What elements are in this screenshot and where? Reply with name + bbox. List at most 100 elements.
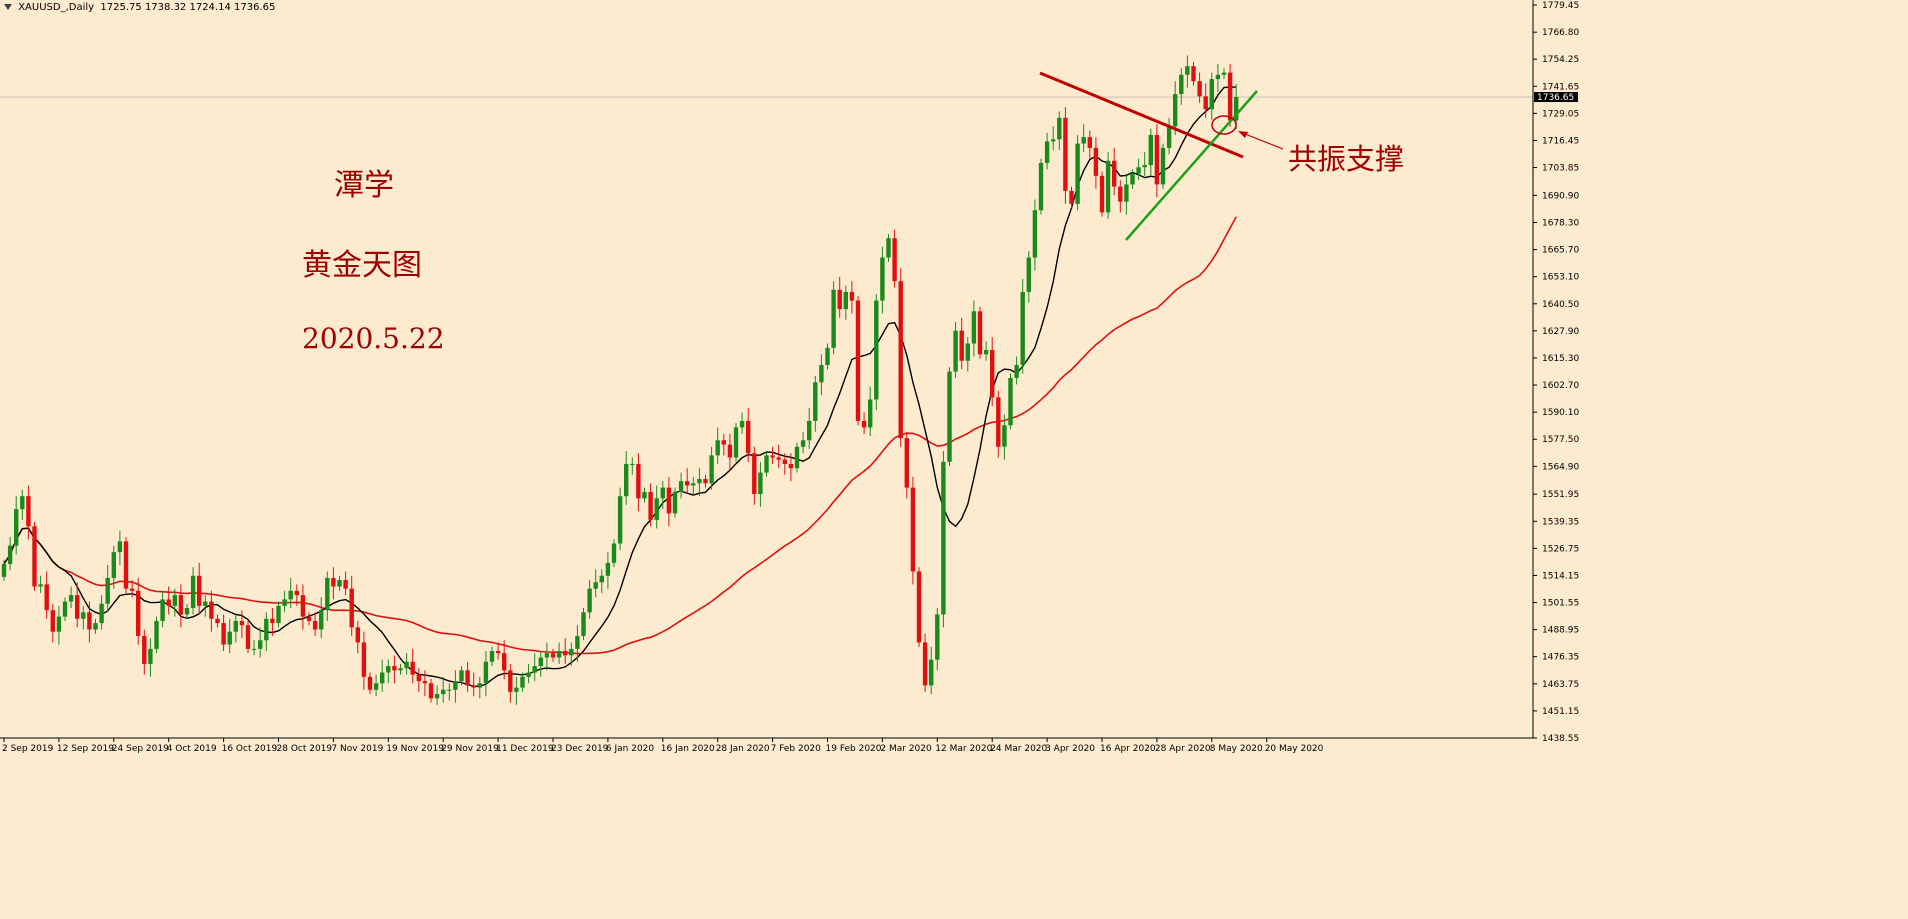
x-tick-label: 29 Nov 2019 (441, 744, 499, 754)
candle (514, 676, 519, 705)
candle (111, 545, 116, 589)
candle (1142, 152, 1147, 176)
candle (483, 651, 489, 697)
candle (520, 672, 525, 692)
callout-arrow (1239, 131, 1284, 150)
x-tick-label: 20 May 2020 (1265, 744, 1324, 754)
candle (843, 285, 848, 320)
x-tick-label: 7 Nov 2019 (331, 744, 383, 754)
candle (343, 571, 348, 596)
candle (62, 597, 68, 621)
y-tick-label: 1514.15 (1542, 571, 1579, 581)
candle (953, 322, 958, 378)
candle (1221, 68, 1227, 80)
candle (1038, 158, 1044, 215)
candle (550, 648, 556, 662)
candle (319, 597, 324, 639)
candle (556, 642, 562, 664)
y-tick-label: 1488.95 (1542, 626, 1579, 636)
candle (502, 640, 507, 679)
candle (746, 408, 751, 462)
candle (703, 474, 708, 488)
candle (630, 457, 635, 475)
y-tick-label: 1665.70 (1542, 246, 1579, 256)
chart-ohlc: 1725.75 1738.32 1724.14 1736.65 (100, 2, 276, 13)
candle (855, 296, 861, 426)
candle (526, 663, 531, 684)
candle (105, 565, 110, 613)
candle (81, 605, 86, 630)
candle (422, 670, 428, 697)
candle (861, 412, 867, 434)
candle (404, 653, 409, 675)
y-tick-label: 1640.50 (1542, 300, 1579, 310)
y-tick-label: 1602.70 (1542, 381, 1579, 391)
candle (770, 446, 775, 464)
candle (1075, 134, 1080, 211)
candle (922, 633, 928, 692)
author-label: 潭学 (334, 168, 394, 203)
candle (831, 281, 836, 355)
current-price-label: 1736.65 (1537, 93, 1574, 103)
candle (605, 552, 611, 589)
candle (44, 571, 49, 619)
y-tick-label: 1539.35 (1542, 517, 1579, 527)
x-tick-label: 2 Sep 2019 (2, 744, 54, 754)
support-circle (1211, 115, 1237, 135)
candle (782, 453, 787, 475)
x-tick-label: 24 Mar 2020 (990, 744, 1047, 754)
candle (1093, 137, 1099, 189)
candle (868, 386, 873, 437)
candle (325, 571, 330, 621)
candle (1020, 279, 1025, 374)
x-tick-label: 12 Mar 2020 (935, 744, 992, 754)
candle (489, 646, 495, 667)
candle (874, 294, 879, 411)
y-tick-label: 1690.90 (1542, 191, 1579, 201)
candle (117, 530, 123, 566)
chart-symbol: XAUUSD_,Daily (18, 2, 95, 13)
candle (983, 341, 989, 361)
candle (685, 468, 690, 495)
candle (20, 489, 25, 520)
slow-moving-average (3, 216, 1237, 655)
candle (825, 343, 830, 370)
x-tick-label: 28 Apr 2020 (1155, 744, 1211, 754)
candle (367, 672, 373, 695)
candle (691, 476, 696, 497)
y-tick-label: 1766.80 (1542, 28, 1579, 38)
x-tick-label: 28 Oct 2019 (277, 744, 333, 754)
candle (14, 496, 19, 555)
candle (477, 676, 482, 699)
y-tick-label: 1577.50 (1542, 435, 1579, 445)
candle (1081, 124, 1086, 153)
y-tick-label: 1779.45 (1542, 1, 1579, 11)
y-tick-label: 1451.15 (1542, 707, 1579, 717)
candle (904, 431, 909, 499)
y-tick-label: 1678.30 (1542, 218, 1579, 228)
candle (68, 586, 74, 609)
candle (270, 608, 275, 636)
candle (764, 451, 769, 477)
candle (447, 683, 452, 701)
candle (807, 408, 812, 449)
candle (428, 678, 434, 703)
candle (288, 577, 293, 609)
candle (1069, 186, 1074, 209)
candle (1136, 158, 1141, 181)
y-tick-label: 1627.90 (1542, 327, 1579, 337)
candle (227, 618, 232, 654)
candle (209, 590, 214, 632)
candle (709, 446, 714, 490)
x-tick-label: 16 Jan 2020 (661, 744, 715, 754)
candle (758, 461, 763, 507)
candle (1148, 128, 1153, 176)
descending-trendline (1039, 71, 1244, 159)
candle (727, 433, 733, 471)
candle (587, 580, 592, 619)
candle (380, 659, 385, 692)
candle (184, 603, 190, 619)
candle (617, 487, 623, 550)
dropdown-triangle-icon[interactable] (4, 4, 12, 10)
